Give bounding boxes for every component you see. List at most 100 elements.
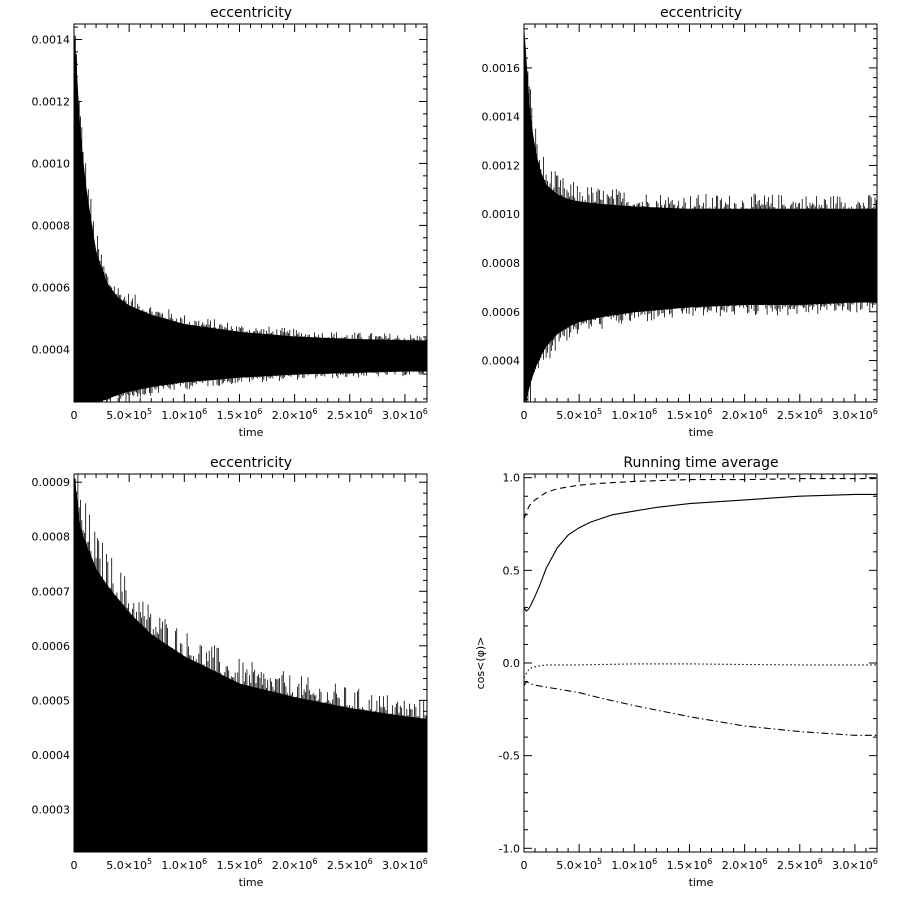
plot-frame [73, 23, 428, 403]
x-tick-label: 3.0×106 [832, 407, 878, 422]
y-tick-label: 0.0016 [482, 62, 521, 75]
x-tick-mantissa: 1.0×10 [161, 859, 202, 872]
x-tick-label: 2.0×106 [272, 407, 318, 422]
axis-ticks: 0 5.0×105 1.0×106 1.5×106 2.0×106 2.5×106 3.0×… [482, 24, 878, 422]
eccentricity-band [524, 31, 877, 402]
x-tick-exponent: 5 [147, 407, 152, 416]
x-tick-label: 2.0×106 [722, 407, 768, 422]
x-tick-mantissa: 1.0×10 [611, 409, 652, 422]
x-tick-mantissa: 2.5×10 [327, 409, 368, 422]
y-tick-label: 0.0004 [32, 749, 71, 762]
x-tick-exponent: 5 [597, 407, 602, 416]
plot-content [524, 478, 877, 736]
x-tick-mantissa: 5.0×10 [556, 409, 597, 422]
y-tick-label: -1.0 [499, 842, 520, 855]
panel-title: eccentricity [210, 455, 292, 471]
axis-ticks: 0 5.0×105 1.0×106 1.5×106 2.0×106 2.5×106 3.0×… [32, 24, 428, 422]
x-tick-exponent: 6 [652, 857, 657, 866]
x-axis-label: time [689, 426, 714, 439]
panel-title: eccentricity [660, 5, 742, 21]
x-tick-mantissa: 1.0×10 [611, 859, 652, 872]
x-tick-exponent: 6 [873, 857, 878, 866]
x-tick-label: 1.5×106 [217, 857, 263, 872]
x-tick-label: 2.0×106 [272, 857, 318, 872]
x-tick-label: 1.5×106 [667, 407, 713, 422]
eccentricity-noise [74, 474, 427, 852]
x-tick-exponent: 6 [312, 857, 317, 866]
eccentricity-panel-bottom-left: eccentricity 0 5.0×105 1.0×106 1.5×106 2.0×1… [32, 455, 428, 889]
y-tick-label: 0.0010 [482, 208, 521, 221]
x-tick-exponent: 6 [202, 857, 207, 866]
x-axis-label: time [689, 876, 714, 889]
y-tick-label: 0.0008 [482, 257, 521, 270]
y-tick-label: 0.0 [503, 657, 521, 670]
x-tick-mantissa: 0 [71, 409, 78, 422]
x-tick-mantissa: 5.0×10 [106, 859, 147, 872]
series-line-solid [524, 493, 877, 612]
y-tick-label: 0.0014 [32, 33, 71, 46]
x-tick-exponent: 6 [873, 407, 878, 416]
x-tick-label: 5.0×105 [556, 857, 602, 872]
x-tick-exponent: 6 [202, 407, 207, 416]
y-tick-label: 0.0008 [32, 531, 71, 544]
eccentricity-band [74, 476, 427, 852]
x-tick-exponent: 6 [707, 407, 712, 416]
series-line-dashdot [524, 680, 877, 736]
x-axis-label: time [239, 876, 264, 889]
x-tick-mantissa: 2.0×10 [272, 859, 313, 872]
y-tick-label: 0.0007 [32, 585, 71, 598]
x-tick-mantissa: 1.5×10 [667, 409, 708, 422]
x-tick-label: 2.5×106 [777, 407, 823, 422]
x-tick-mantissa: 3.0×10 [382, 409, 423, 422]
x-tick-exponent: 5 [147, 857, 152, 866]
eccentricity-noise [74, 24, 427, 402]
y-tick-label: 0.0008 [32, 219, 71, 232]
x-tick-mantissa: 5.0×10 [106, 409, 147, 422]
axis-ticks: 0 5.0×105 1.0×106 1.5×106 2.0×106 2.5×106 3.0×… [499, 472, 878, 872]
x-tick-mantissa: 3.0×10 [832, 409, 873, 422]
x-tick-exponent: 6 [423, 407, 428, 416]
series-line-dotted [524, 663, 877, 679]
x-tick-mantissa: 2.5×10 [327, 859, 368, 872]
x-tick-exponent: 6 [368, 857, 373, 866]
y-tick-label: 0.0014 [482, 111, 521, 124]
x-tick-mantissa: 0 [71, 859, 78, 872]
x-tick-label: 2.5×106 [777, 857, 823, 872]
y-tick-label: 0.0009 [32, 476, 71, 489]
x-tick-exponent: 6 [652, 407, 657, 416]
series-line-dashed [524, 478, 877, 519]
x-tick-mantissa: 0 [521, 409, 528, 422]
eccentricity-band [74, 33, 427, 402]
running-average-panel: Running time average 0 5.0×105 1.0×106 1.5×… [474, 455, 878, 889]
plot-frame [73, 473, 428, 853]
x-tick-mantissa: 1.0×10 [161, 409, 202, 422]
x-tick-exponent: 6 [423, 857, 428, 866]
x-tick-label: 1.0×106 [161, 857, 207, 872]
x-tick-mantissa: 1.5×10 [217, 409, 258, 422]
y-tick-label: 0.0006 [32, 640, 71, 653]
y-tick-label: 0.0004 [482, 355, 521, 368]
x-tick-mantissa: 2.5×10 [777, 859, 818, 872]
x-tick-mantissa: 0 [521, 859, 528, 872]
y-tick-label: 0.0005 [32, 694, 71, 707]
x-tick-mantissa: 2.0×10 [722, 409, 763, 422]
x-tick-exponent: 5 [597, 857, 602, 866]
y-tick-label: 0.0012 [32, 95, 71, 108]
x-tick-label: 0 [71, 409, 78, 422]
x-tick-label: 5.0×105 [556, 407, 602, 422]
y-tick-label: 0.0006 [482, 306, 521, 319]
plot-frame [523, 473, 878, 853]
x-axis-label: time [239, 426, 264, 439]
x-tick-label: 3.0×106 [382, 857, 428, 872]
x-tick-exponent: 6 [707, 857, 712, 866]
x-tick-label: 0 [521, 409, 528, 422]
x-tick-exponent: 6 [818, 857, 823, 866]
x-tick-label: 1.5×106 [217, 407, 263, 422]
plot-content [74, 24, 427, 402]
x-tick-exponent: 6 [762, 857, 767, 866]
x-tick-label: 1.0×106 [161, 407, 207, 422]
x-tick-label: 1.0×106 [611, 857, 657, 872]
x-tick-label: 0 [521, 859, 528, 872]
x-tick-exponent: 6 [257, 407, 262, 416]
eccentricity-panel-top-right: eccentricity 0 5.0×105 1.0×106 1.5×106 2.0×1… [482, 5, 878, 439]
